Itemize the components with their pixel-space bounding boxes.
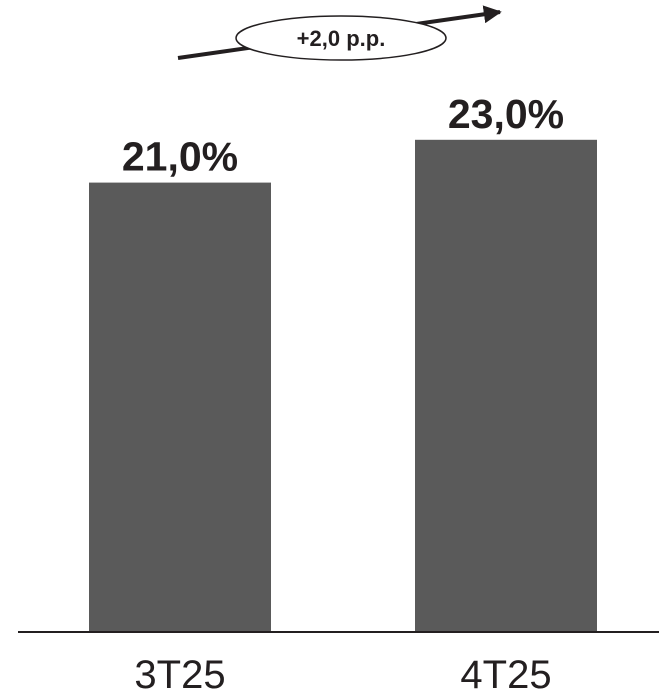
category-label-4t25: 4T25 [460,653,551,695]
change-badge [235,15,447,61]
change-annotation: +2,0 p.p. [177,5,502,61]
value-label-3t25: 21,0% [122,134,238,180]
bars [89,139,597,633]
bar-4t25 [415,139,597,633]
value-label-4t25: 23,0% [448,91,564,137]
category-label-3t25: 3T25 [134,653,225,695]
value-labels: 21,0% 23,0% [122,91,564,180]
x-axis-tick-labels: 3T25 4T25 [134,653,551,695]
bar-3t25 [89,182,271,632]
change-label: +2,0 p.p. [297,26,386,51]
